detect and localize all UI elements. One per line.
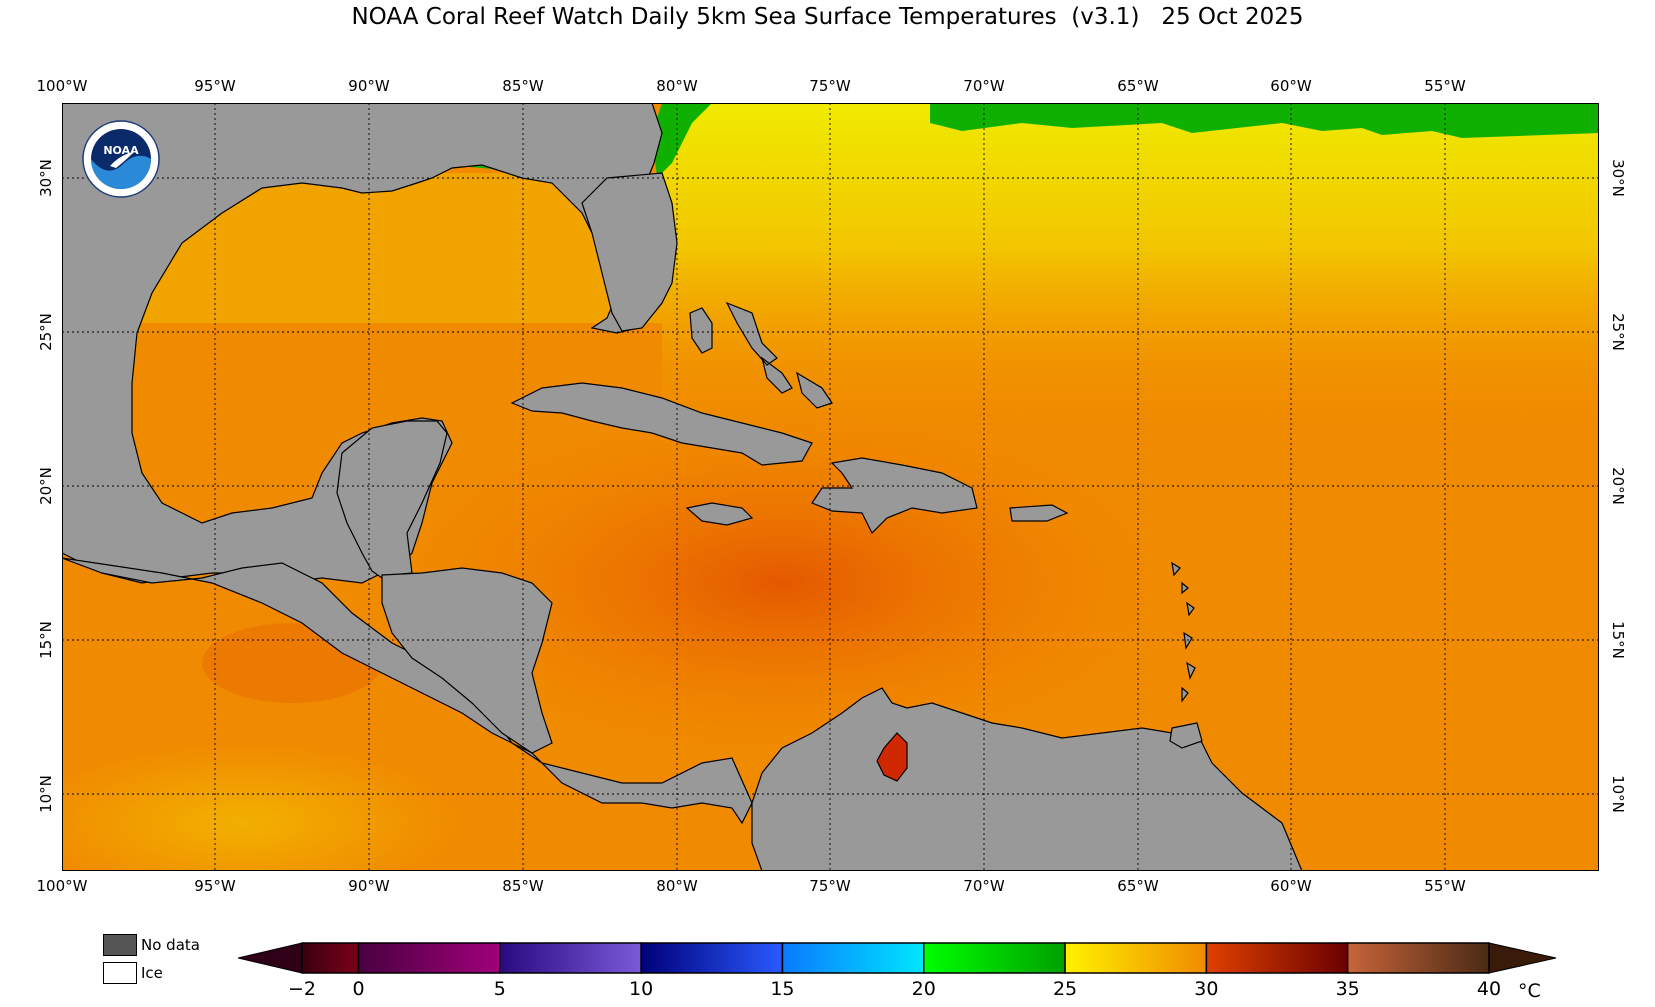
lat-label-left: 15°N (37, 621, 55, 659)
lon-label-top: 100°W (36, 77, 88, 95)
colorbar-segment (301, 942, 360, 974)
colorbar-tick-label: 40 (1476, 978, 1502, 1000)
lon-label-top: 60°W (1270, 77, 1312, 95)
land-jamaica (685, 502, 754, 526)
lake-maracaibo-hot-spot (876, 732, 908, 782)
lon-label-bottom: 95°W (194, 877, 236, 895)
colorbar (238, 942, 1557, 974)
colorbar-tick-label: 30 (1194, 978, 1219, 1000)
lat-label-right: 10°N (1609, 775, 1627, 813)
no-data-label: No data (141, 936, 200, 954)
lat-label-left: 10°N (37, 775, 55, 813)
colorbar-segment (357, 942, 501, 974)
colorbar-tick-label: 25 (1052, 978, 1078, 1000)
lat-label-left: 25°N (37, 313, 55, 351)
colorbar-tick-label: 20 (911, 978, 936, 1000)
land-cuba (510, 382, 813, 466)
lon-label-bottom: 70°W (963, 877, 1005, 895)
lon-label-top: 85°W (502, 77, 544, 95)
ice-swatch (103, 962, 137, 984)
lon-label-top: 90°W (348, 77, 390, 95)
colorbar-segments (238, 942, 1557, 974)
land-honduras-nicaragua (381, 567, 553, 754)
page-title: NOAA Coral Reef Watch Daily 5km Sea Surf… (351, 4, 1304, 30)
lat-label-right: 15°N (1609, 621, 1627, 659)
colorbar-tick-label: 0 (352, 978, 365, 1000)
colorbar-segment (499, 942, 642, 974)
lat-label-right: 25°N (1609, 313, 1627, 351)
colorbar-tick-label: 5 (493, 978, 506, 1000)
land-yucatan (336, 420, 448, 579)
colorbar-under-triangle (238, 942, 303, 974)
colorbar-tick-label: −2 (287, 978, 317, 1000)
land-florida (581, 172, 678, 332)
cool-strip-us-coast (652, 103, 712, 178)
colorbar-tick-label: 15 (770, 978, 795, 1000)
land-hispaniola (811, 457, 978, 535)
colorbar-segment (1346, 942, 1490, 974)
colorbar-segment (923, 942, 1066, 974)
lat-label-left: 20°N (37, 467, 55, 505)
lon-label-bottom: 65°W (1117, 877, 1159, 895)
sst-map (62, 103, 1599, 871)
land-bahamas (689, 301, 833, 409)
pacific-cool-patch (62, 743, 462, 871)
ice-label: Ice (141, 964, 163, 982)
land-central-america (62, 557, 753, 825)
lat-label-right: 30°N (1609, 159, 1627, 197)
colorbar-segment (1205, 942, 1349, 974)
land-south-america (751, 687, 1303, 871)
lon-label-bottom: 100°W (36, 877, 88, 895)
lon-label-top: 70°W (963, 77, 1005, 95)
lon-label-top: 65°W (1117, 77, 1159, 95)
cool-strip-atlantic (930, 103, 1599, 138)
lat-label-left: 30°N (37, 159, 55, 197)
lon-label-bottom: 75°W (809, 877, 851, 895)
colorbar-segment (781, 942, 925, 974)
lon-label-bottom: 85°W (502, 877, 544, 895)
colorbar-unit-label: °C (1518, 980, 1541, 1002)
noaa-logo-icon: NOAA (82, 120, 160, 198)
graticule (62, 103, 1599, 871)
lat-label-right: 20°N (1609, 467, 1627, 505)
colorbar-segment (1064, 942, 1208, 974)
lon-label-bottom: 60°W (1270, 877, 1312, 895)
colorbar-tick-label: 10 (629, 978, 654, 1000)
land-puerto-rico (1009, 504, 1069, 522)
lon-label-bottom: 80°W (656, 877, 698, 895)
lon-label-bottom: 55°W (1424, 877, 1466, 895)
lon-label-top: 95°W (194, 77, 236, 95)
map-frame (62, 103, 1599, 871)
lon-label-top: 55°W (1424, 77, 1466, 95)
ocean-north-band (662, 103, 1599, 433)
noaa-logo-text: NOAA (103, 144, 139, 157)
land-trinidad (1169, 722, 1203, 749)
lon-label-top: 80°W (656, 77, 698, 95)
colorbar-over-triangle (1488, 942, 1557, 974)
colorbar-segment (640, 942, 784, 974)
land-lesser-antilles (1171, 561, 1196, 703)
lon-label-top: 75°W (809, 77, 851, 95)
no-data-swatch (103, 934, 137, 956)
lon-label-bottom: 90°W (348, 877, 390, 895)
colorbar-tick-label: 35 (1335, 978, 1360, 1000)
